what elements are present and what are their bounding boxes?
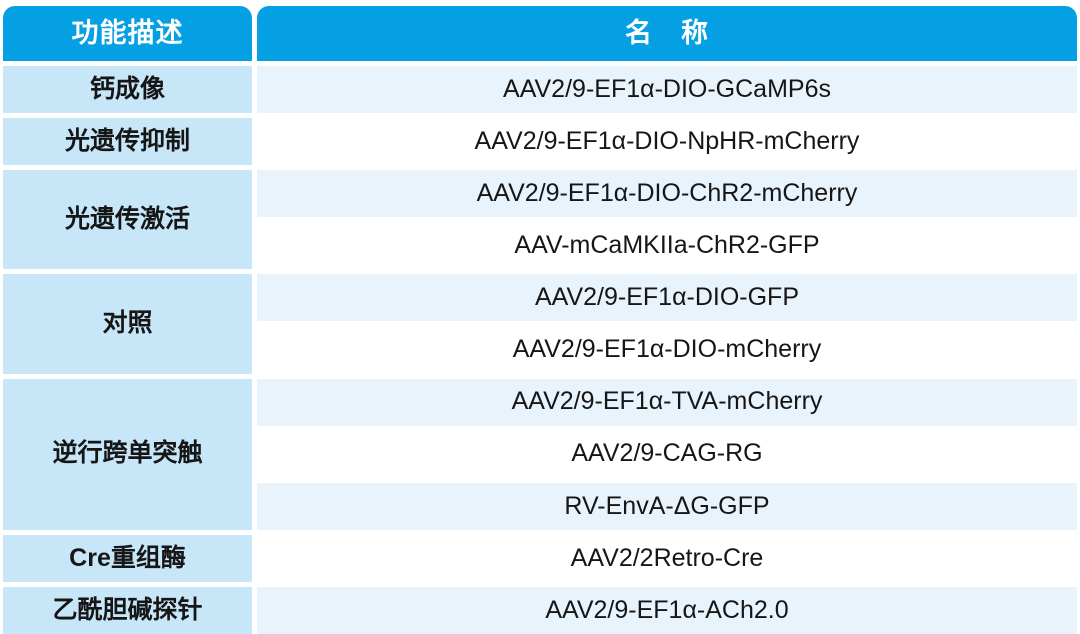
virus-function-table: 功能描述 名 称 钙成像 光遗传抑制 光遗传激活 对照 逆行跨单突触 Cre重组… xyxy=(0,6,1080,634)
name-cell: AAV-mCaMKIIa-ChR2-GFP xyxy=(257,222,1077,270)
name-cell: AAV2/9-CAG-RG xyxy=(257,430,1077,478)
function-cell-acetylcholine-probe: 乙酰胆碱探针 xyxy=(3,586,252,634)
name-cell: AAV2/9-EF1α-DIO-GFP xyxy=(257,274,1077,322)
function-cell-cre-recombinase: Cre重组酶 xyxy=(3,534,252,582)
name-cell: RV-EnvA-ΔG-GFP xyxy=(257,482,1077,530)
name-cell: AAV2/9-EF1α-ACh2.0 xyxy=(257,586,1077,634)
function-cell-optogenetic-inhibition: 光遗传抑制 xyxy=(3,118,252,166)
function-cell-control: 对照 xyxy=(3,274,252,374)
function-cell-optogenetic-activation: 光遗传激活 xyxy=(3,170,252,270)
header-cell-name: 名 称 xyxy=(257,6,1077,61)
table-grid: 功能描述 名 称 钙成像 光遗传抑制 光遗传激活 对照 逆行跨单突触 Cre重组… xyxy=(3,6,1077,634)
name-cell: AAV2/2Retro-Cre xyxy=(257,534,1077,582)
function-cell-calcium-imaging: 钙成像 xyxy=(3,66,252,114)
name-cell: AAV2/9-EF1α-DIO-NpHR-mCherry xyxy=(257,118,1077,166)
name-cell: AAV2/9-EF1α-TVA-mCherry xyxy=(257,378,1077,426)
name-cell: AAV2/9-EF1α-DIO-ChR2-mCherry xyxy=(257,170,1077,218)
name-cell: AAV2/9-EF1α-DIO-GCaMP6s xyxy=(257,66,1077,114)
name-cell: AAV2/9-EF1α-DIO-mCherry xyxy=(257,326,1077,374)
function-cell-retrograde-monosynaptic: 逆行跨单突触 xyxy=(3,378,252,530)
header-cell-function: 功能描述 xyxy=(3,6,252,61)
